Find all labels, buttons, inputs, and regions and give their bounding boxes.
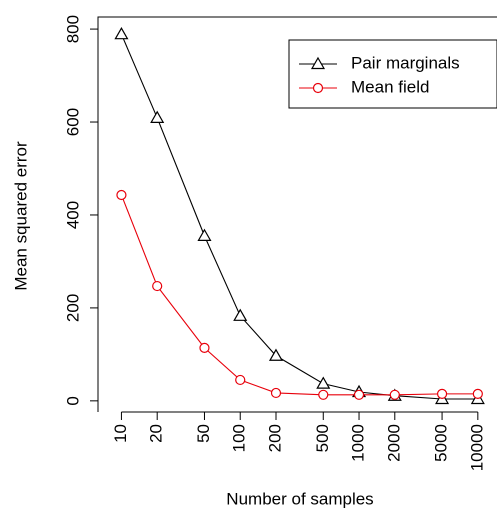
- marker-circle: [436, 388, 448, 399]
- y-tick-label: 600: [63, 108, 82, 136]
- plot-frame: [97, 16, 497, 412]
- x-tick-label: 10000: [467, 424, 486, 471]
- x-tick-label: 50: [194, 424, 213, 443]
- y-tick-label: 400: [63, 201, 82, 229]
- x-tick-label: 10: [111, 424, 130, 443]
- marker-circle: [270, 387, 282, 399]
- x-tick-label: 200: [265, 424, 284, 452]
- marker-circle: [235, 374, 246, 386]
- y-tick-label: 800: [63, 15, 82, 43]
- y-tick-label: 200: [63, 294, 82, 322]
- x-tick-label: 2000: [384, 424, 403, 462]
- marker-circle: [199, 342, 210, 353]
- marker-circle: [472, 388, 483, 399]
- x-tick-label: 500: [313, 424, 332, 452]
- legend-label: Pair marginals: [351, 53, 460, 72]
- y-tick-label: 0: [63, 396, 82, 405]
- marker-circle: [318, 389, 329, 400]
- marker-triangle: [114, 26, 129, 40]
- legend-label: Mean field: [351, 77, 429, 96]
- x-tick-label: 100: [230, 424, 249, 452]
- marker-circle: [389, 389, 400, 400]
- marker-circle: [152, 280, 163, 292]
- marker-triangle: [150, 110, 165, 123]
- marker-triangle: [233, 308, 248, 321]
- marker-circle: [312, 82, 324, 94]
- marker-triangle: [197, 228, 212, 241]
- series-line: [120, 33, 478, 400]
- legend-box: [288, 39, 497, 109]
- x-tick-label: 20: [147, 424, 166, 443]
- marker-circle: [353, 389, 365, 400]
- marker-triangle: [316, 376, 331, 389]
- x-tick-label: 5000: [432, 424, 451, 462]
- x-axis-label: Number of samples: [226, 489, 373, 508]
- marker-triangle: [268, 348, 284, 361]
- series-line: [120, 194, 478, 396]
- y-axis-label: Mean squared error: [11, 141, 30, 291]
- marker-circle: [116, 189, 127, 201]
- x-tick-label: 1000: [349, 424, 368, 462]
- marker-triangle: [310, 56, 326, 70]
